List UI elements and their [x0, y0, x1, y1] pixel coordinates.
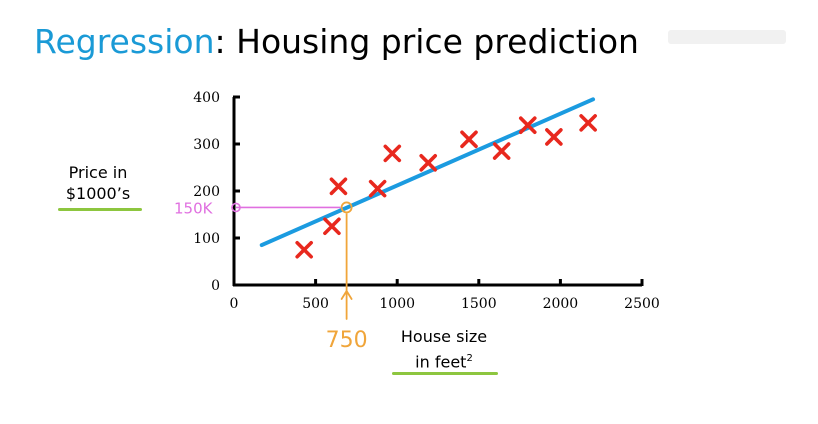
- data-point-2: [329, 177, 348, 196]
- data-point-1: [323, 217, 341, 236]
- y-tick-label-4: 400: [193, 90, 220, 106]
- price-guide-marker: [231, 202, 241, 213]
- size-annotation-label: 750: [326, 328, 368, 353]
- data-point-9: [545, 128, 563, 146]
- data-point-8: [518, 116, 537, 134]
- data-point-10: [579, 114, 597, 132]
- data-point-6: [460, 130, 478, 149]
- y-axis-caption: Price in $1000’s: [52, 162, 144, 204]
- x-caption-underline: [392, 372, 498, 375]
- x-tick-label-3: 1500: [461, 296, 497, 312]
- x-caption-line2: in feet2: [388, 348, 500, 373]
- x-tick-label-1: 500: [302, 296, 329, 312]
- x-caption-sup: 2: [466, 353, 473, 364]
- data-point-7: [492, 142, 511, 160]
- price-annotation-label: 150K: [174, 199, 214, 217]
- title-accent-word: Regression: [34, 22, 215, 61]
- y-tick-label-1: 100: [193, 231, 220, 247]
- size-guide-marker: [340, 201, 353, 214]
- y-caption-underline: [58, 208, 142, 211]
- y-caption-line2: $1000’s: [65, 184, 131, 203]
- title-rest: : Housing price prediction: [214, 22, 639, 61]
- watermark-logo: [668, 30, 786, 44]
- data-point-3: [368, 179, 387, 198]
- slide-title: Regression: Housing price prediction: [34, 22, 639, 61]
- data-point-5: [419, 154, 438, 172]
- y-caption-line1: Price in: [68, 163, 128, 182]
- regression-line: [259, 97, 596, 248]
- x-caption-line2-text: in feet: [415, 352, 467, 372]
- x-tick-label-0: 0: [230, 296, 239, 312]
- x-axis-caption: House size in feet2: [388, 326, 500, 373]
- data-point-0: [295, 240, 313, 259]
- x-caption-line1: House size: [400, 327, 488, 346]
- y-tick-label-2: 200: [193, 184, 220, 200]
- x-tick-label-4: 2000: [543, 296, 579, 312]
- y-tick-label-0: 0: [211, 278, 220, 294]
- size-arrow: [340, 289, 353, 320]
- data-point-4: [383, 144, 402, 163]
- x-tick-label-5: 2500: [624, 296, 660, 312]
- x-tick-label-2: 1000: [379, 296, 415, 312]
- y-tick-label-3: 300: [193, 137, 220, 153]
